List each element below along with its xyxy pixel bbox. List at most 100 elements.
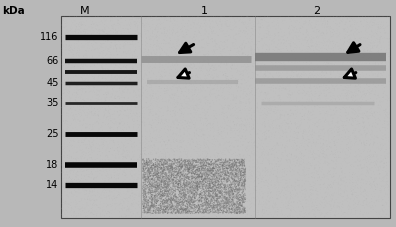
Point	[67, 210, 73, 214]
Point	[331, 137, 337, 141]
Point	[80, 117, 87, 121]
Point	[318, 103, 324, 107]
Point	[68, 145, 74, 148]
Point	[216, 178, 222, 181]
Point	[225, 200, 232, 204]
Point	[217, 196, 223, 200]
Point	[225, 77, 231, 81]
Point	[137, 76, 143, 79]
Point	[353, 79, 360, 83]
Point	[241, 171, 248, 175]
Point	[160, 70, 167, 73]
Point	[347, 86, 353, 89]
Point	[375, 52, 381, 56]
Point	[158, 180, 164, 184]
Point	[148, 189, 154, 192]
Point	[211, 188, 217, 192]
Point	[291, 28, 297, 32]
Point	[214, 198, 221, 201]
Point	[168, 197, 174, 200]
Point	[93, 168, 100, 172]
Point	[142, 72, 148, 76]
Point	[169, 200, 175, 203]
Point	[175, 133, 182, 137]
Point	[268, 138, 274, 141]
Point	[248, 95, 254, 99]
Point	[322, 62, 329, 66]
Point	[243, 84, 249, 87]
Point	[385, 15, 391, 18]
Point	[324, 211, 330, 215]
Point	[159, 200, 165, 203]
Point	[70, 215, 76, 219]
Point	[284, 49, 291, 52]
Point	[116, 148, 122, 152]
Point	[222, 185, 228, 188]
Point	[177, 172, 183, 176]
Point	[295, 188, 302, 192]
Point	[260, 207, 267, 210]
Point	[101, 15, 107, 19]
Point	[341, 88, 347, 92]
Point	[109, 216, 115, 219]
Point	[240, 158, 246, 161]
Point	[270, 54, 276, 58]
Point	[114, 190, 120, 194]
Point	[165, 15, 171, 18]
Point	[250, 141, 256, 145]
Point	[184, 205, 190, 208]
Point	[201, 162, 208, 165]
Point	[325, 39, 331, 42]
Point	[385, 64, 391, 68]
Point	[386, 188, 392, 192]
Point	[365, 159, 371, 163]
Point	[112, 75, 118, 79]
Point	[92, 97, 98, 101]
Point	[213, 173, 219, 177]
Point	[88, 69, 94, 72]
Point	[176, 123, 183, 127]
Point	[326, 155, 332, 159]
Point	[294, 73, 300, 76]
Point	[304, 133, 310, 136]
Point	[173, 166, 179, 169]
Point	[170, 127, 176, 131]
Point	[289, 196, 296, 200]
Point	[71, 67, 78, 70]
Point	[227, 205, 233, 208]
Point	[310, 42, 317, 45]
Point	[269, 195, 275, 198]
Point	[352, 162, 359, 166]
Point	[309, 128, 315, 132]
Point	[261, 132, 267, 136]
Point	[172, 193, 178, 197]
Point	[88, 126, 94, 129]
Point	[283, 186, 289, 189]
Point	[153, 139, 160, 143]
Point	[360, 67, 366, 70]
Point	[191, 131, 198, 135]
Point	[185, 188, 191, 192]
Point	[356, 155, 362, 159]
Point	[287, 161, 294, 165]
Point	[96, 37, 103, 41]
Point	[371, 41, 377, 45]
Point	[177, 175, 183, 179]
Point	[80, 195, 86, 199]
Point	[140, 171, 147, 174]
Point	[208, 209, 214, 213]
Point	[86, 34, 92, 38]
Point	[165, 177, 171, 180]
Point	[240, 69, 246, 72]
Point	[143, 162, 149, 166]
Point	[262, 106, 268, 110]
Point	[225, 61, 231, 65]
Point	[111, 102, 117, 105]
Point	[199, 166, 205, 170]
Point	[98, 191, 105, 195]
Point	[345, 181, 351, 185]
Point	[114, 53, 121, 57]
Point	[211, 122, 217, 126]
Point	[83, 206, 89, 210]
Point	[99, 30, 105, 33]
